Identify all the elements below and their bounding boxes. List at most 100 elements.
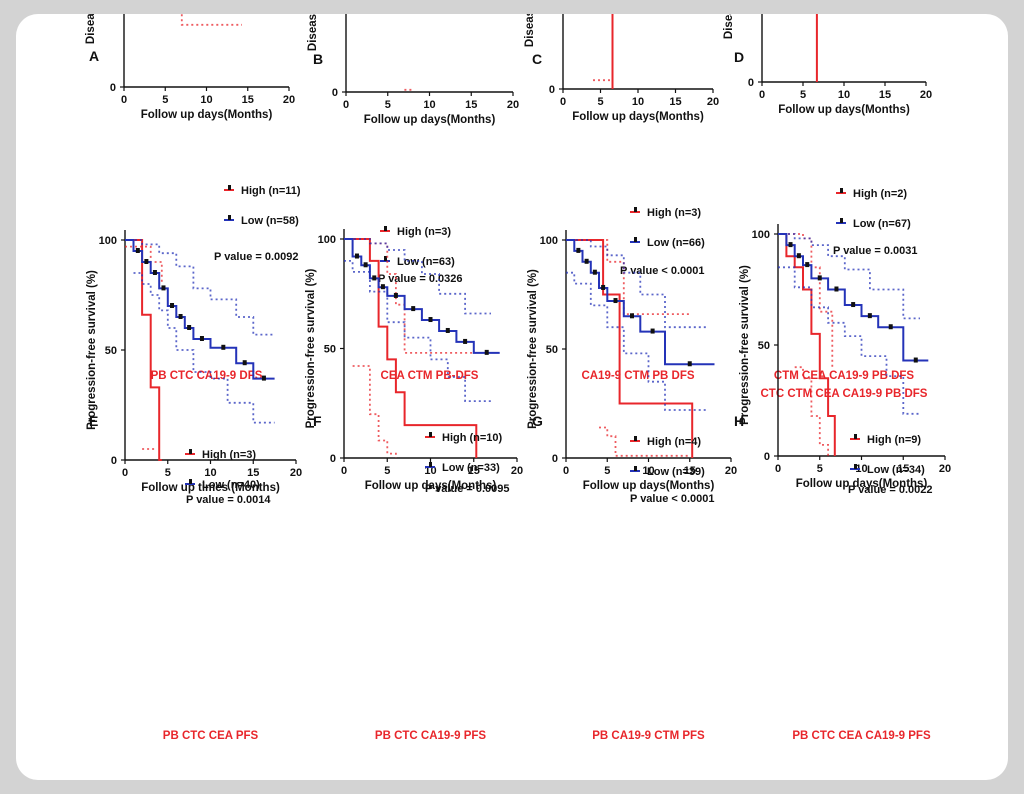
high-survival-curve [344, 238, 478, 458]
y-tick-label: 50 [758, 340, 770, 352]
high-ci-band [180, 14, 242, 26]
x-tick-label: 10 [838, 89, 850, 101]
x-tick-label: 10 [204, 467, 216, 479]
y-axis-label: Disease-free survival (%) [307, 14, 319, 51]
x-tick-label: 0 [121, 94, 127, 106]
p-value: P value = 0.0326 [378, 273, 463, 285]
x-tick-label: 15 [465, 99, 477, 111]
x-tick-label: 20 [939, 463, 951, 475]
legend-swatch-tick [634, 237, 637, 242]
censor-mark [788, 242, 793, 248]
legend-swatch-tick [384, 226, 387, 231]
censor-mark [372, 275, 377, 281]
panel-letter: B [313, 51, 323, 67]
panel-c: C 0 5 10 15 20 0 50 100 Follow up days(Months) Dis… [524, 14, 719, 382]
legend-label: Low (n=67) [853, 218, 911, 230]
figure-card: A05101520050100Follow up days(Months)Dis… [16, 14, 1008, 780]
censor-mark [834, 286, 839, 292]
legend-label: Low (n=58) [241, 215, 299, 227]
x-tick-label: 0 [122, 467, 128, 479]
high-ci-band [599, 426, 690, 457]
high-survival-curve [611, 14, 614, 89]
legend-label: High (n=9) [867, 434, 921, 446]
x-tick-label: 20 [920, 89, 932, 101]
x-tick-label: 5 [384, 465, 390, 477]
y-axis-label: Disease-free survival (%) [723, 14, 735, 39]
censor-mark [428, 317, 433, 323]
x-tick-label: 0 [759, 89, 765, 101]
legend-label: High (n=11) [241, 185, 301, 197]
legend-swatch-tick [189, 479, 192, 484]
y-tick-label: 0 [764, 451, 770, 463]
x-tick-label: 10 [642, 465, 654, 477]
censor-mark [187, 325, 192, 330]
y-axis-label: Disease-free survival (%) [524, 14, 536, 47]
censor-mark [261, 375, 266, 381]
x-axis-label: Follow up days(Months) [572, 111, 704, 123]
legend-label: Low (n=63) [397, 256, 455, 268]
x-tick-label: 15 [247, 467, 259, 479]
legend-label: High (n=3) [202, 449, 256, 461]
censor-mark [592, 269, 597, 275]
legend-swatch-tick [228, 215, 231, 220]
censor-mark [805, 262, 810, 268]
legend-label: High (n=2) [853, 188, 907, 200]
y-tick-label: 0 [552, 453, 558, 465]
p-value: P value < 0.0001 [630, 493, 715, 505]
y-axis-label: Progression-free survival (%) [305, 268, 317, 428]
legend-label: Low (n=34) [867, 464, 925, 476]
panel-caption: CA19-9 CTM PB DFS [581, 370, 694, 382]
panel-caption: PB CA19-9 CTM PFS [592, 730, 705, 742]
panel-letter: H [734, 413, 744, 429]
y-tick-label: 0 [111, 455, 117, 467]
legend-swatch-tick [840, 188, 843, 193]
x-tick-label: 20 [290, 467, 302, 479]
panel-letter: C [532, 51, 542, 67]
low-ci-band [566, 239, 707, 329]
x-axis-label: Follow up days(Months) [141, 109, 273, 121]
censor-mark [354, 253, 359, 259]
panel-caption: PB CTC CEA PFS [163, 730, 259, 742]
legend-swatch-tick [634, 436, 637, 441]
censor-mark [178, 314, 183, 319]
panel-letter: A [89, 48, 99, 64]
censor-mark [888, 324, 893, 330]
low-survival-curve [566, 239, 715, 366]
x-tick-label: 15 [669, 96, 681, 108]
p-value: P value = 0.0031 [833, 245, 918, 257]
low-survival-curve [125, 239, 275, 380]
y-tick-label: 0 [748, 77, 754, 89]
censor-mark [152, 270, 157, 275]
low-ci-band [133, 272, 275, 424]
censor-mark [613, 298, 618, 304]
x-tick-label: 0 [343, 99, 349, 111]
panel-b: B 0 5 10 15 20 0 50 100 Follow up days(Months) Dis… [307, 14, 519, 382]
y-tick-label: 0 [549, 84, 555, 96]
km-figure: A05101520050100Follow up days(Months)Dis… [85, 14, 951, 742]
x-tick-label: 15 [684, 465, 696, 477]
legend-label: Low (n=33) [442, 462, 500, 474]
y-tick-label: 0 [330, 453, 336, 465]
panel-letter: F [313, 413, 322, 429]
censor-mark [913, 357, 918, 363]
panel-caption: CTC CTM CEA CA19-9 PB DFS [761, 388, 928, 400]
low-survival-curve [778, 233, 929, 362]
panel-caption: CTM CEA CA19-9 PB DFS [774, 370, 914, 382]
censor-mark [463, 338, 468, 344]
y-tick-label: 50 [105, 345, 117, 357]
x-tick-label: 5 [817, 463, 823, 475]
y-tick-label: 50 [324, 344, 336, 356]
x-tick-label: 10 [200, 94, 212, 106]
x-tick-label: 5 [800, 89, 806, 101]
panel-caption: PB CTC CA19-9 PFS [375, 730, 487, 742]
y-tick-label: 100 [318, 234, 336, 246]
censor-mark [796, 253, 801, 259]
y-tick-label: 100 [540, 235, 558, 247]
censor-mark [867, 313, 872, 319]
censor-mark [584, 258, 589, 264]
legend-label: High (n=4) [647, 436, 701, 448]
censor-mark [135, 248, 140, 253]
censor-mark [650, 328, 655, 334]
